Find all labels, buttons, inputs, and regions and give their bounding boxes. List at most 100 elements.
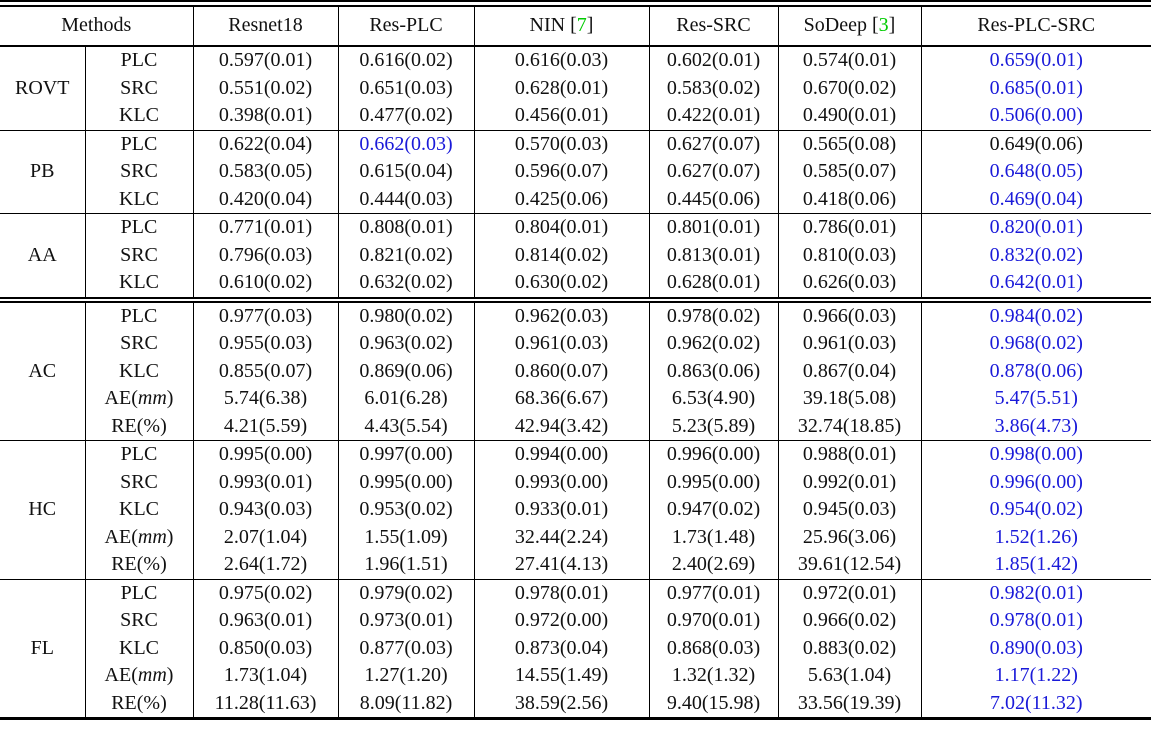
- value-cell: 2.64(1.72): [192, 551, 338, 579]
- value-cell: 1.73(1.48): [648, 523, 778, 551]
- value-cell: 0.947(0.02): [648, 496, 778, 524]
- value-cell: 0.943(0.03): [192, 496, 338, 524]
- value-cell: 0.551(0.02): [192, 74, 338, 102]
- value-cell: 2.40(2.69): [648, 551, 778, 579]
- value-cell: 68.36(6.67): [473, 385, 649, 413]
- table-row: AE(mm) 1.73(1.04) 1.27(1.20) 14.55(1.49) 1.3…: [0, 662, 1151, 690]
- value-cell: 1.55(1.09): [337, 523, 474, 551]
- value-cell: 0.890(0.03): [920, 634, 1151, 662]
- metric-label: PLC: [84, 46, 193, 75]
- value-cell: 0.596(0.07): [473, 158, 649, 186]
- value-cell: 0.993(0.00): [473, 468, 649, 496]
- value-cell: 0.616(0.02): [337, 46, 474, 75]
- table-row: AA PLC 0.771(0.01) 0.808(0.01) 0.804(0.01) 0.…: [0, 213, 1151, 300]
- value-cell: 0.962(0.03): [473, 296, 649, 330]
- value-cell: 3.86(4.73): [920, 412, 1151, 441]
- value-cell: 0.585(0.07): [777, 158, 921, 186]
- value-cell: 0.810(0.03): [777, 241, 921, 269]
- value-cell: 0.850(0.03): [192, 634, 338, 662]
- value-cell: 25.96(3.06): [777, 523, 921, 551]
- column-header: Res-PLC: [337, 3, 474, 47]
- value-cell: 0.490(0.01): [777, 102, 921, 130]
- metric-label: SRC: [84, 158, 193, 186]
- table-row: PB PLC 0.622(0.04) 0.662(0.03) 0.570(0.03) 0.…: [0, 129, 1151, 214]
- value-cell: 0.963(0.02): [337, 330, 474, 358]
- value-cell: 6.53(4.90): [648, 385, 778, 413]
- value-cell: 8.09(11.82): [337, 689, 474, 719]
- methods-header: Methods: [0, 3, 193, 47]
- value-cell: 11.28(11.63): [192, 689, 338, 719]
- value-cell: 0.998(0.00): [920, 440, 1151, 469]
- value-cell: 0.610(0.02): [192, 269, 338, 300]
- value-cell: 0.456(0.01): [473, 102, 649, 130]
- value-cell: 0.972(0.01): [777, 578, 921, 607]
- value-cell: 1.17(1.22): [920, 662, 1151, 690]
- value-cell: 0.583(0.05): [192, 158, 338, 186]
- value-cell: 0.651(0.03): [337, 74, 474, 102]
- value-cell: 0.685(0.01): [920, 74, 1151, 102]
- value-cell: 0.425(0.06): [473, 185, 649, 214]
- table-row: KLC 0.610(0.02) 0.632(0.02) 0.630(0.02) 0.62…: [0, 269, 1151, 300]
- value-cell: 0.995(0.00): [648, 468, 778, 496]
- value-cell: 0.997(0.00): [337, 440, 474, 469]
- value-cell: 0.801(0.01): [648, 213, 778, 242]
- value-cell: 0.649(0.06): [920, 129, 1151, 158]
- metric-label: KLC: [84, 634, 193, 662]
- value-cell: 32.44(2.24): [473, 523, 649, 551]
- value-cell: 0.972(0.00): [473, 607, 649, 635]
- value-cell: 0.659(0.01): [920, 46, 1151, 75]
- column-header: Res-SRC: [648, 3, 778, 47]
- value-cell: 4.43(5.54): [337, 412, 474, 441]
- table-row: SRC 0.963(0.01) 0.973(0.01) 0.972(0.00) 0.97…: [0, 607, 1151, 635]
- value-cell: 0.628(0.01): [648, 269, 778, 300]
- value-cell: 27.41(4.13): [473, 551, 649, 579]
- table-row: RE(%) 2.64(1.72) 1.96(1.51) 27.41(4.13) 2.40…: [0, 551, 1151, 579]
- value-cell: 0.630(0.02): [473, 269, 649, 300]
- value-cell: 0.953(0.02): [337, 496, 474, 524]
- value-cell: 0.993(0.01): [192, 468, 338, 496]
- value-cell: 1.52(1.26): [920, 523, 1151, 551]
- value-cell: 0.786(0.01): [777, 213, 921, 242]
- value-cell: 0.973(0.01): [337, 607, 474, 635]
- value-cell: 5.23(5.89): [648, 412, 778, 441]
- metric-label: AE(mm): [84, 662, 193, 690]
- table-row: HC PLC 0.995(0.00) 0.997(0.00) 0.994(0.00) 0.…: [0, 440, 1151, 579]
- value-cell: 2.07(1.04): [192, 523, 338, 551]
- value-cell: 1.85(1.42): [920, 551, 1151, 579]
- value-cell: 0.420(0.04): [192, 185, 338, 214]
- value-cell: 0.477(0.02): [337, 102, 474, 130]
- value-cell: 0.574(0.01): [777, 46, 921, 75]
- metric-label: PLC: [84, 296, 193, 330]
- value-cell: 0.961(0.03): [473, 330, 649, 358]
- group-label: AC: [0, 296, 85, 441]
- value-cell: 0.996(0.00): [648, 440, 778, 469]
- value-cell: 0.968(0.02): [920, 330, 1151, 358]
- value-cell: 1.32(1.32): [648, 662, 778, 690]
- value-cell: 0.469(0.04): [920, 185, 1151, 214]
- value-cell: 0.868(0.03): [648, 634, 778, 662]
- value-cell: 0.966(0.03): [777, 296, 921, 330]
- table-row: AC PLC 0.977(0.03) 0.980(0.02) 0.962(0.03) 0.…: [0, 296, 1151, 441]
- column-header: Resnet18: [192, 3, 338, 47]
- metric-label: SRC: [84, 241, 193, 269]
- value-cell: 0.982(0.01): [920, 578, 1151, 607]
- value-cell: 0.980(0.02): [337, 296, 474, 330]
- value-cell: 0.814(0.02): [473, 241, 649, 269]
- value-cell: 0.979(0.02): [337, 578, 474, 607]
- group-label: AA: [0, 213, 85, 300]
- value-cell: 38.59(2.56): [473, 689, 649, 719]
- value-cell: 5.74(6.38): [192, 385, 338, 413]
- column-header: Res-PLC-SRC: [920, 3, 1151, 47]
- value-cell: 0.570(0.03): [473, 129, 649, 158]
- metric-label: SRC: [84, 330, 193, 358]
- value-cell: 39.61(12.54): [777, 551, 921, 579]
- header-row: Methods Resnet18 Res-PLC NIN [7] Res-SRC SoDe…: [0, 3, 1151, 47]
- value-cell: 0.804(0.01): [473, 213, 649, 242]
- value-cell: 33.56(19.39): [777, 689, 921, 719]
- group-label: PB: [0, 129, 85, 214]
- value-cell: 0.615(0.04): [337, 158, 474, 186]
- value-cell: 0.988(0.01): [777, 440, 921, 469]
- citation-number: 7: [576, 14, 587, 37]
- value-cell: 0.978(0.01): [920, 607, 1151, 635]
- value-cell: 0.933(0.01): [473, 496, 649, 524]
